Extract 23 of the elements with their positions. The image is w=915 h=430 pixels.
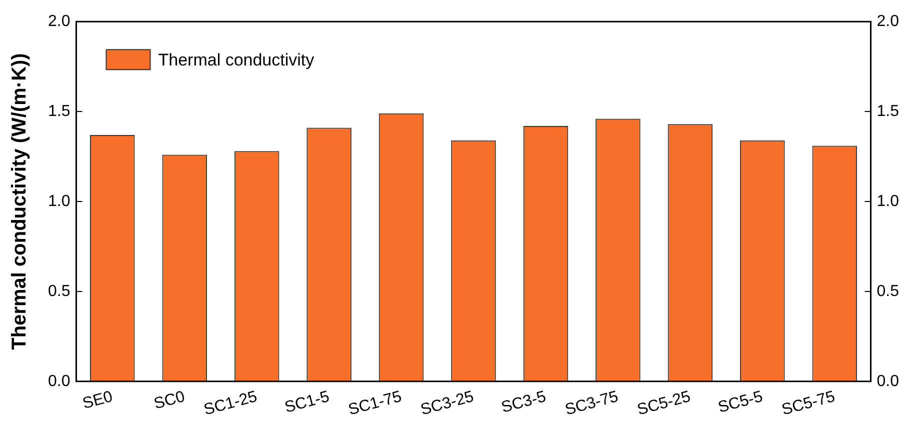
- x-tick-label: SC1-25: [202, 388, 260, 419]
- x-tick-label: SC5-25: [636, 388, 692, 419]
- y2-tick-label: 1.0: [876, 192, 900, 210]
- y-tick-label: 1.0: [48, 192, 70, 210]
- x-tick-label: SC3-5: [500, 388, 548, 417]
- x-tick-label: SC3-75: [563, 388, 620, 419]
- y2-tick-label: 0.5: [876, 282, 900, 300]
- y2-tick-label: 0.0: [876, 372, 900, 390]
- y-axis-title: Thermal conductivity (W/(m·K)): [8, 53, 31, 350]
- legend-label: Thermal conductivity: [158, 50, 315, 70]
- x-tick-label: SC1-75: [346, 388, 404, 419]
- x-tick-label: SC0: [152, 388, 187, 413]
- x-tick-label: SC1-5: [283, 388, 332, 417]
- y-tick-label: 0.0: [48, 372, 70, 390]
- y-tick-label: 0.5: [48, 282, 70, 300]
- x-tick-label: SC5-75: [780, 388, 837, 419]
- y-tick-label: 2.0: [48, 13, 70, 30]
- x-tick-label: SC5-5: [716, 388, 765, 417]
- x-tick-label: SE0: [80, 388, 115, 413]
- y-tick-label: 1.5: [48, 102, 70, 120]
- x-tick-label: SC3-25: [418, 388, 476, 419]
- y2-tick-label: 2.0: [876, 13, 900, 30]
- y2-tick-label: 1.5: [876, 102, 900, 120]
